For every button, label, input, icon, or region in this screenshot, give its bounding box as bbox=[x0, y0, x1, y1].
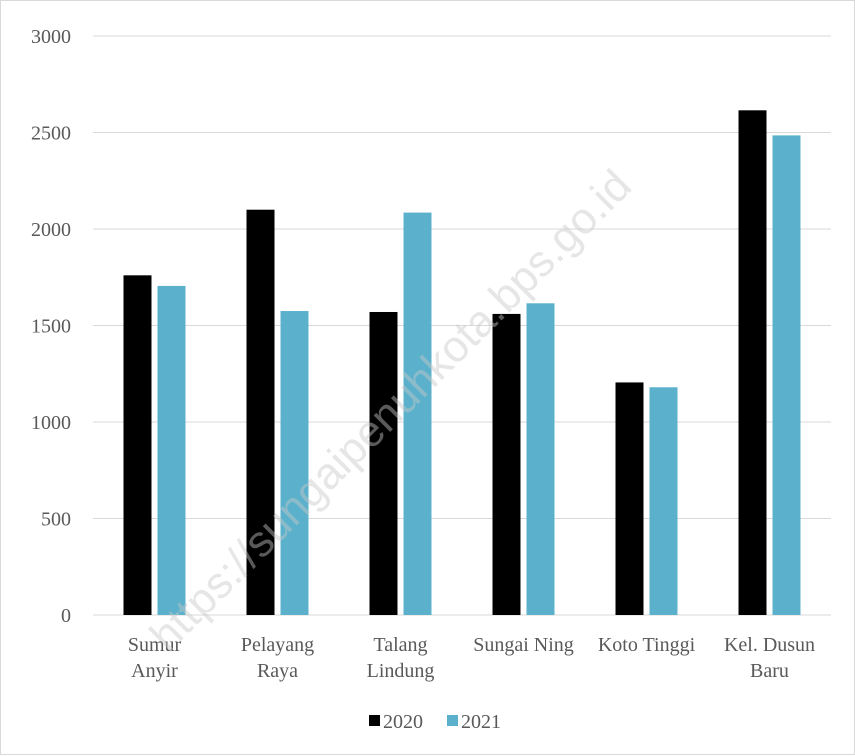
bar-2020 bbox=[616, 382, 644, 615]
bar-2021 bbox=[773, 135, 801, 615]
x-category-label: Sungai Ning bbox=[473, 634, 574, 656]
x-category-label-line: Raya bbox=[257, 660, 298, 682]
y-tick-label: 500 bbox=[41, 509, 71, 531]
y-tick-label: 1500 bbox=[31, 316, 71, 338]
x-category-label-line: Pelayang bbox=[241, 634, 314, 656]
bar-2021 bbox=[527, 303, 555, 615]
x-category-label-line: Sungai Ning bbox=[473, 634, 574, 656]
bar-2020 bbox=[739, 110, 767, 615]
x-category-label: Talang Lindung bbox=[367, 634, 435, 682]
x-category-label-line: Anyir bbox=[131, 660, 178, 682]
x-category-label: Kel. Dusun Baru bbox=[724, 634, 815, 682]
y-tick-label: 2000 bbox=[31, 219, 71, 241]
bar-2020 bbox=[124, 275, 152, 615]
x-category-label-line: Talang bbox=[373, 634, 427, 656]
bar-2021 bbox=[158, 286, 186, 615]
legend-label-2021: 2021 bbox=[461, 711, 501, 733]
y-tick-label: 2500 bbox=[31, 123, 71, 145]
y-axis-ticks: 0 500 1000 1500 2000 2500 3000 bbox=[31, 26, 71, 627]
y-tick-label: 3000 bbox=[31, 26, 71, 48]
bar-2020 bbox=[493, 314, 521, 615]
x-category-label-line: Baru bbox=[750, 660, 789, 682]
bar-2020 bbox=[370, 312, 398, 615]
x-category-label: Pelayang Raya bbox=[241, 634, 314, 682]
x-category-label-line: Lindung bbox=[367, 660, 435, 682]
y-tick-label: 1000 bbox=[31, 412, 71, 434]
x-category-label-line: Kel. Dusun bbox=[724, 634, 815, 656]
legend: 2020 2021 bbox=[369, 711, 501, 733]
legend-label-2020: 2020 bbox=[383, 711, 423, 733]
y-tick-label: 0 bbox=[61, 605, 71, 627]
x-category-label: Koto Tinggi bbox=[598, 634, 696, 656]
x-category-label-line: Koto Tinggi bbox=[598, 634, 696, 656]
bar-2021 bbox=[650, 387, 678, 615]
legend-swatch-2020 bbox=[369, 715, 380, 726]
legend-swatch-2021 bbox=[447, 715, 458, 726]
